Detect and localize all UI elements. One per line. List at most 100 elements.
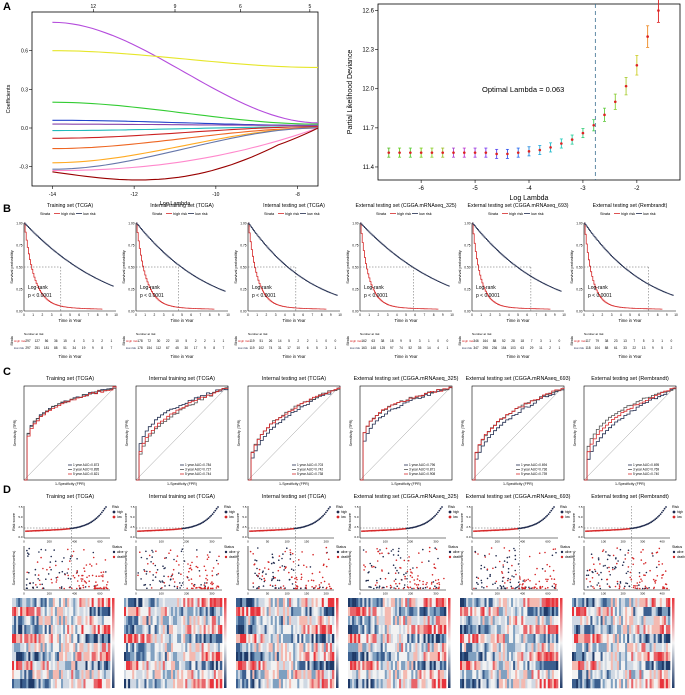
risk-xtick-label: 200 bbox=[408, 540, 413, 544]
heatmap-cell bbox=[511, 598, 514, 608]
heatmap-cell bbox=[168, 661, 172, 671]
heatmap-cell bbox=[168, 670, 172, 680]
heatmap-cell bbox=[498, 652, 502, 662]
heatmap-cell bbox=[289, 679, 292, 689]
heatmap-cell bbox=[63, 616, 66, 626]
heatmap-cell bbox=[128, 652, 131, 662]
heatmap-cell bbox=[594, 643, 597, 653]
status-point bbox=[69, 557, 72, 560]
heatmap-cell bbox=[413, 661, 416, 671]
heatmap-cell bbox=[427, 670, 430, 680]
heatmap-cell bbox=[637, 652, 640, 662]
status-point bbox=[616, 580, 619, 583]
heatmap-cell bbox=[661, 679, 665, 689]
heatmap-cell bbox=[83, 625, 86, 635]
heatmap-cell bbox=[348, 670, 351, 680]
heatmap-cell bbox=[370, 661, 373, 671]
status-point bbox=[397, 572, 400, 574]
lasso-xlabel: Log Lambda bbox=[160, 201, 192, 207]
risk-score-point bbox=[489, 529, 492, 532]
heatmap-cell bbox=[144, 616, 147, 626]
heatmap-cell bbox=[278, 643, 282, 653]
heatmap-cell bbox=[616, 616, 620, 626]
km-table-cell-high: 0 bbox=[325, 339, 327, 343]
heatmap-cell bbox=[20, 679, 23, 689]
heatmap-cell bbox=[394, 643, 398, 653]
status-point bbox=[500, 587, 503, 590]
heatmap-cell bbox=[633, 679, 636, 689]
heatmap-cell bbox=[301, 661, 304, 671]
roc-xlabel: 1-Specificity (FPR) bbox=[279, 482, 309, 486]
status-point bbox=[654, 582, 657, 584]
status-point bbox=[430, 583, 433, 585]
heatmap-cell bbox=[537, 616, 540, 626]
heatmap-cell bbox=[209, 634, 213, 644]
heatmap-cell bbox=[268, 643, 272, 653]
heatmap-cell bbox=[641, 625, 644, 635]
heatmap-cell bbox=[545, 670, 549, 680]
heatmap-cell bbox=[439, 598, 443, 608]
risk-score-point bbox=[412, 526, 415, 529]
status-point bbox=[634, 585, 636, 587]
heatmap-cell bbox=[348, 625, 351, 635]
status-point bbox=[662, 586, 664, 588]
heatmap-cell bbox=[433, 598, 437, 608]
heatmap-cell bbox=[478, 607, 481, 617]
heatmap-cell bbox=[517, 670, 520, 680]
heatmap-cell bbox=[197, 670, 200, 680]
heatmap-cell bbox=[152, 607, 155, 617]
status-xtick-label: 300 bbox=[209, 592, 214, 596]
heatmap-cell bbox=[578, 661, 581, 671]
heatmap-cell bbox=[539, 607, 542, 617]
status-point bbox=[608, 585, 611, 588]
status-point bbox=[314, 586, 316, 589]
heatmap-cell bbox=[665, 661, 669, 671]
heatmap-cell bbox=[576, 598, 579, 608]
heatmap-cell bbox=[574, 607, 577, 617]
km-table-cell-low: 74 bbox=[269, 346, 273, 350]
status-point bbox=[513, 576, 515, 578]
heatmap-cell bbox=[657, 625, 661, 635]
heatmap-cell bbox=[282, 607, 286, 617]
status-point bbox=[367, 579, 370, 582]
status-point bbox=[503, 547, 506, 549]
status-xtick-label: 100 bbox=[285, 592, 290, 596]
heatmap-cell bbox=[584, 598, 587, 608]
heatmap-cell bbox=[162, 661, 166, 671]
status-point bbox=[256, 587, 259, 589]
risk-score-point bbox=[86, 523, 88, 526]
status-point bbox=[533, 587, 535, 589]
heatmap-cell bbox=[427, 607, 430, 617]
heatmap-cell bbox=[14, 616, 17, 626]
heatmap-cell bbox=[193, 598, 196, 608]
risk-score-point bbox=[474, 530, 477, 532]
risk-score-point bbox=[587, 530, 590, 532]
cv-ytick-label: 12.6 bbox=[362, 9, 374, 15]
status-point bbox=[538, 580, 541, 583]
heatmap-cell bbox=[425, 661, 428, 671]
heatmap-cell bbox=[236, 607, 239, 617]
status-point bbox=[607, 554, 610, 556]
heatmap-cell bbox=[533, 661, 536, 671]
status-point bbox=[311, 572, 314, 575]
heatmap-cell bbox=[594, 625, 597, 635]
heatmap-cell bbox=[429, 625, 433, 635]
heatmap-cell bbox=[588, 634, 591, 644]
status-point bbox=[252, 586, 255, 588]
heatmap-cell bbox=[492, 634, 496, 644]
heatmap-cell bbox=[590, 661, 593, 671]
heatmap-cell bbox=[197, 661, 200, 671]
heatmap-cell bbox=[197, 625, 200, 635]
heatmap-cell bbox=[616, 670, 620, 680]
heatmap-cell bbox=[166, 625, 170, 635]
heatmap-cell bbox=[321, 679, 325, 689]
heatmap-cell bbox=[443, 625, 447, 635]
heatmap-cell bbox=[142, 616, 145, 626]
heatmap-cell bbox=[643, 607, 646, 617]
heatmap-cell bbox=[203, 643, 206, 653]
km-table-cell-high: 9 bbox=[400, 339, 402, 343]
heatmap-cell bbox=[665, 625, 669, 635]
km-table-cell-high: 162 bbox=[361, 339, 367, 343]
status-point bbox=[404, 578, 406, 580]
heatmap-cell bbox=[407, 670, 410, 680]
